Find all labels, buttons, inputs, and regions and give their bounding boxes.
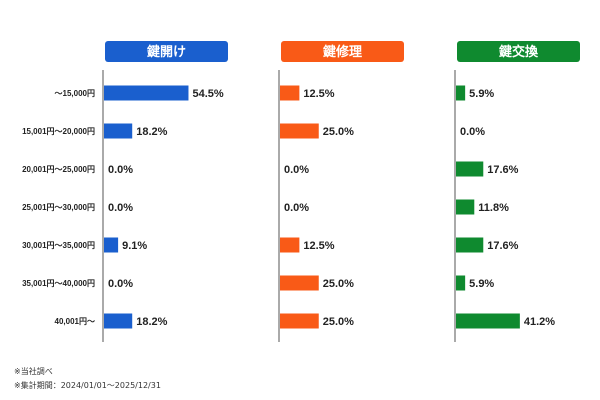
value-label-2-3: 11.8% — [478, 202, 509, 214]
bar-2-4 — [456, 237, 484, 253]
value-label-1-3: 0.0% — [284, 202, 309, 214]
bar-0-4 — [104, 237, 119, 253]
axis-lines — [102, 70, 456, 342]
series-header-1 — [281, 41, 404, 62]
value-label-2-6: 41.2% — [524, 316, 555, 328]
value-label-2-4: 17.6% — [487, 240, 518, 252]
bar-2-2 — [456, 161, 484, 177]
bar-1-0 — [280, 85, 300, 101]
series-header-0 — [105, 41, 228, 62]
category-label-4: 30,001円〜35,000円 — [22, 241, 95, 250]
bar-2-5 — [456, 275, 466, 291]
value-label-0-6: 18.2% — [136, 316, 167, 328]
bar-0-0 — [104, 85, 189, 101]
category-label-3: 25,001円〜30,000円 — [22, 203, 95, 212]
category-label-6: 40,001円〜 — [55, 317, 95, 326]
bar-2-6 — [456, 313, 520, 329]
value-label-1-0: 12.5% — [303, 88, 334, 100]
series-header-label-2: 鍵交換 — [499, 44, 539, 59]
value-label-0-1: 18.2% — [136, 126, 167, 138]
value-label-1-6: 25.0% — [323, 316, 354, 328]
value-label-0-2: 0.0% — [108, 164, 133, 176]
value-label-2-0: 5.9% — [469, 88, 494, 100]
series-header-2 — [457, 41, 580, 62]
value-label-2-2: 17.6% — [487, 164, 518, 176]
bar-0-6 — [104, 313, 133, 329]
category-label-1: 15,001円〜20,000円 — [22, 127, 95, 136]
value-label-0-3: 0.0% — [108, 202, 133, 214]
category-label-2: 20,001円〜25,000円 — [22, 165, 95, 174]
value-label-1-2: 0.0% — [284, 164, 309, 176]
bar-1-5 — [280, 275, 319, 291]
bar-0-1 — [104, 123, 133, 139]
value-label-1-4: 12.5% — [303, 240, 334, 252]
value-label-2-1: 0.0% — [460, 126, 485, 138]
category-label-5: 35,001円〜40,000円 — [22, 279, 95, 288]
value-label-0-0: 54.5% — [192, 88, 223, 100]
series-header-label-1: 鍵修理 — [323, 44, 362, 59]
footnote-source: ※当社調べ — [14, 367, 53, 376]
series-headers: 鍵開け 鍵修理 鍵交換 — [105, 41, 580, 62]
category-label-0: 〜15,000円 — [55, 89, 95, 98]
series-header-label-0: 鍵開け — [147, 44, 186, 59]
bar-1-6 — [280, 313, 319, 329]
bar-1-1 — [280, 123, 319, 139]
value-label-1-5: 25.0% — [323, 278, 354, 290]
value-labels: 54.5% 12.5% 5.9% 18.2% 25.0% 0.0% 0.0% 0.0% 17.6… — [108, 88, 555, 328]
footnote-period: ※集計期間：2024/01/01〜2025/12/31 — [14, 381, 161, 390]
bar-2-3 — [456, 199, 475, 215]
value-label-0-4: 9.1% — [122, 240, 147, 252]
bar-1-4 — [280, 237, 300, 253]
category-labels: 〜15,000円 15,001円〜20,000円 20,001円〜25,000円 25… — [22, 89, 95, 326]
value-label-0-5: 0.0% — [108, 278, 133, 290]
bar-2-0 — [456, 85, 466, 101]
value-label-1-1: 25.0% — [323, 126, 354, 138]
bars — [104, 85, 520, 329]
value-label-2-5: 5.9% — [469, 278, 494, 290]
